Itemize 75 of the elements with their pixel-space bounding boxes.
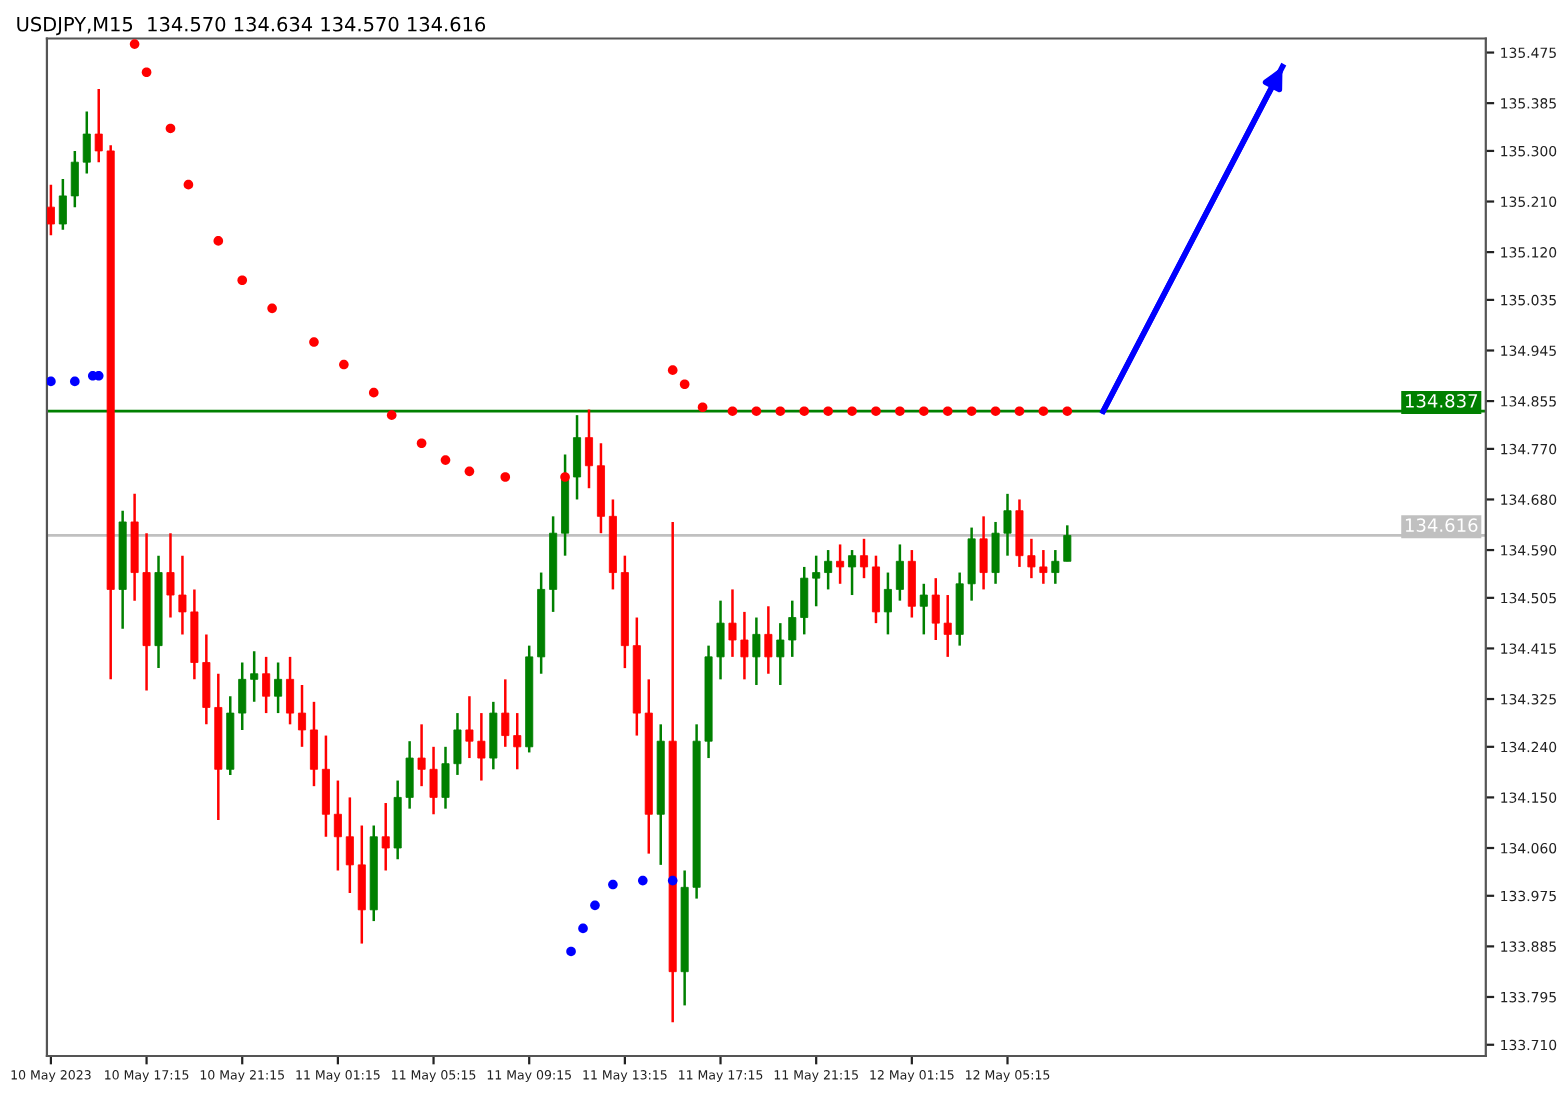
point xyxy=(1038,406,1049,417)
point xyxy=(990,406,1001,417)
point xyxy=(608,879,618,890)
point xyxy=(339,359,349,370)
candlestick xyxy=(46,183,55,237)
point xyxy=(309,337,319,347)
candlestick xyxy=(907,548,916,619)
point xyxy=(918,406,929,417)
candlestick xyxy=(848,548,857,597)
point xyxy=(697,402,708,413)
candlestick xyxy=(871,554,880,625)
point xyxy=(560,472,570,482)
chart-title: USDJPY,M15 134.570 134.634 134.570 134.616 xyxy=(17,16,486,36)
candlestick xyxy=(381,801,390,872)
point xyxy=(799,406,810,417)
point xyxy=(679,379,690,390)
candlestick xyxy=(250,650,259,704)
candlestick xyxy=(764,605,773,675)
candlestick xyxy=(584,408,593,490)
candlestick xyxy=(489,700,498,771)
point xyxy=(1062,406,1073,417)
candlestick xyxy=(812,554,821,608)
point xyxy=(895,406,905,417)
candlestick xyxy=(824,548,833,591)
point xyxy=(775,406,786,417)
ref-line-label: 134.837 xyxy=(1405,394,1478,408)
point xyxy=(590,900,600,911)
candlestick xyxy=(70,149,79,209)
point xyxy=(141,67,152,78)
candlestick xyxy=(979,515,988,591)
point xyxy=(440,455,451,465)
candlestick xyxy=(262,655,271,715)
point xyxy=(1014,406,1025,417)
point xyxy=(942,406,953,417)
candlestick xyxy=(752,616,761,687)
candlestick xyxy=(357,824,366,945)
point xyxy=(183,179,194,190)
ref-line-label: 134.616 xyxy=(1405,518,1478,532)
candlestick xyxy=(309,700,318,788)
candlestick xyxy=(860,537,869,580)
point xyxy=(578,923,588,934)
point xyxy=(165,123,176,134)
point xyxy=(667,365,678,375)
candlestick xyxy=(274,661,283,715)
point xyxy=(464,466,475,477)
point xyxy=(416,438,427,449)
point xyxy=(637,875,648,886)
point xyxy=(727,406,738,417)
point xyxy=(847,406,857,417)
point xyxy=(386,410,397,420)
candlestick xyxy=(333,779,342,872)
point xyxy=(823,406,833,417)
point xyxy=(237,275,248,286)
point xyxy=(966,406,977,417)
point xyxy=(871,406,881,417)
candlestick xyxy=(883,571,892,636)
candlestick xyxy=(895,543,904,602)
point xyxy=(500,472,511,482)
candlestick xyxy=(58,177,67,231)
candlestick xyxy=(286,655,295,726)
point xyxy=(566,946,576,957)
point xyxy=(46,376,56,387)
candlestick xyxy=(836,543,845,586)
point xyxy=(70,376,80,387)
point xyxy=(267,303,277,314)
candlestick xyxy=(919,582,928,636)
point xyxy=(368,387,379,398)
point xyxy=(751,406,762,417)
point xyxy=(129,39,140,49)
candlestick xyxy=(321,734,330,839)
point xyxy=(667,875,678,886)
candlestick xyxy=(82,110,91,175)
candlestick xyxy=(298,683,307,749)
point xyxy=(213,236,224,246)
candlestick xyxy=(345,796,354,895)
